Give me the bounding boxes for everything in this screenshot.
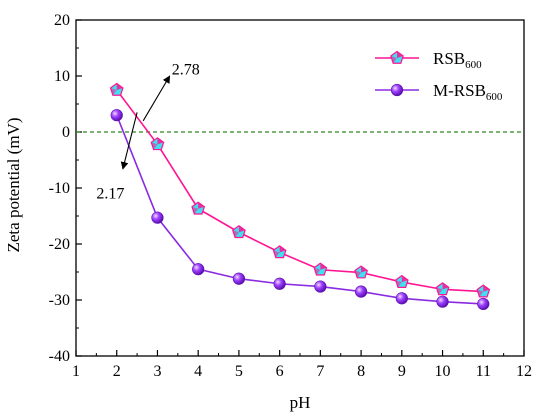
legend-label: M-RSB600 — [433, 81, 503, 103]
pentagon-marker-shade — [238, 225, 246, 233]
y-tick-label: -20 — [49, 236, 70, 253]
pentagon-marker-shade — [157, 137, 164, 145]
data-point — [191, 201, 206, 215]
x-tick-label: 8 — [357, 363, 365, 380]
x-axis-title: pH — [290, 393, 311, 412]
y-tick-label: 20 — [54, 12, 70, 29]
x-tick-label: 11 — [476, 363, 491, 380]
series-line-2 — [115, 114, 484, 305]
pentagon-marker-shade — [192, 206, 199, 214]
x-tick-label: 10 — [435, 363, 451, 380]
data-point — [150, 137, 165, 151]
annotation-arrow — [120, 112, 138, 170]
pentagon-marker-shade — [116, 83, 123, 90]
pentagon-marker-shade — [273, 250, 280, 258]
pentagon-marker-shade — [390, 55, 397, 64]
x-tick-label: 9 — [398, 363, 406, 380]
data-point — [436, 295, 449, 308]
series-line-1 — [116, 89, 484, 293]
plot-axes — [75, 19, 525, 357]
pentagon-marker-shade — [320, 263, 327, 270]
pentagon-marker-shade — [279, 245, 286, 253]
annotation-label: 2.17 — [96, 186, 124, 203]
data-point — [232, 224, 246, 239]
data-point — [151, 211, 164, 224]
series-markers — [109, 82, 491, 311]
pentagon-marker-shade — [436, 287, 443, 295]
data-point — [109, 82, 124, 96]
pentagon-marker-shade — [397, 51, 404, 58]
pentagon-marker-shade — [477, 289, 484, 297]
data-point — [272, 245, 287, 259]
x-tick-label: 12 — [516, 363, 532, 380]
y-tick-label: -30 — [49, 292, 70, 309]
annotation-arrow — [142, 75, 171, 122]
pentagon-marker-shade — [232, 230, 239, 238]
legend-marker — [390, 50, 404, 64]
data-point — [110, 109, 123, 122]
legend-label: RSB600 — [433, 49, 482, 71]
series-lines — [115, 89, 484, 305]
x-tick-label: 7 — [316, 363, 324, 380]
y-tick-label: -40 — [49, 348, 70, 365]
data-point — [354, 265, 368, 279]
pentagon-marker-shade — [110, 87, 117, 96]
pentagon-marker-shade — [442, 282, 449, 290]
annotation-label: 2.78 — [172, 61, 200, 78]
x-tick-label: 3 — [153, 363, 161, 380]
legend: RSB600 M-RSB600 — [375, 49, 503, 103]
data-point — [395, 292, 408, 305]
legend-marker — [390, 83, 404, 97]
pentagon-marker-shade — [395, 280, 402, 288]
x-tick-label: 1 — [72, 363, 80, 380]
x-tick-label: 5 — [235, 363, 243, 380]
pentagon-marker-shade — [361, 266, 368, 273]
data-point — [273, 277, 286, 290]
x-tick-label: 4 — [194, 363, 202, 380]
y-axis-title: Zeta potential (mV) — [4, 117, 23, 252]
pentagon-marker-shade — [354, 270, 362, 278]
pentagon-marker-shade — [401, 275, 408, 283]
y-tick-label: 10 — [54, 68, 70, 85]
data-point — [314, 280, 327, 293]
pentagon-marker-shade — [483, 285, 490, 292]
data-point — [435, 282, 450, 296]
data-point — [313, 262, 328, 276]
x-tick-label: 6 — [276, 363, 284, 380]
x-tick-label: 2 — [113, 363, 121, 380]
y-tick-label: 0 — [62, 124, 70, 141]
annotations: 2.78 2.17 — [96, 61, 199, 202]
data-point — [192, 263, 205, 276]
data-point — [477, 297, 490, 311]
data-point — [394, 274, 409, 288]
pentagon-marker-shade — [198, 202, 205, 209]
data-point — [354, 285, 368, 298]
y-tick-label: -10 — [49, 180, 70, 197]
pentagon-marker-shade — [314, 267, 321, 276]
plot-frame — [75, 19, 525, 357]
data-point — [232, 272, 246, 285]
data-point — [476, 284, 491, 298]
pentagon-marker-shade — [151, 142, 158, 150]
